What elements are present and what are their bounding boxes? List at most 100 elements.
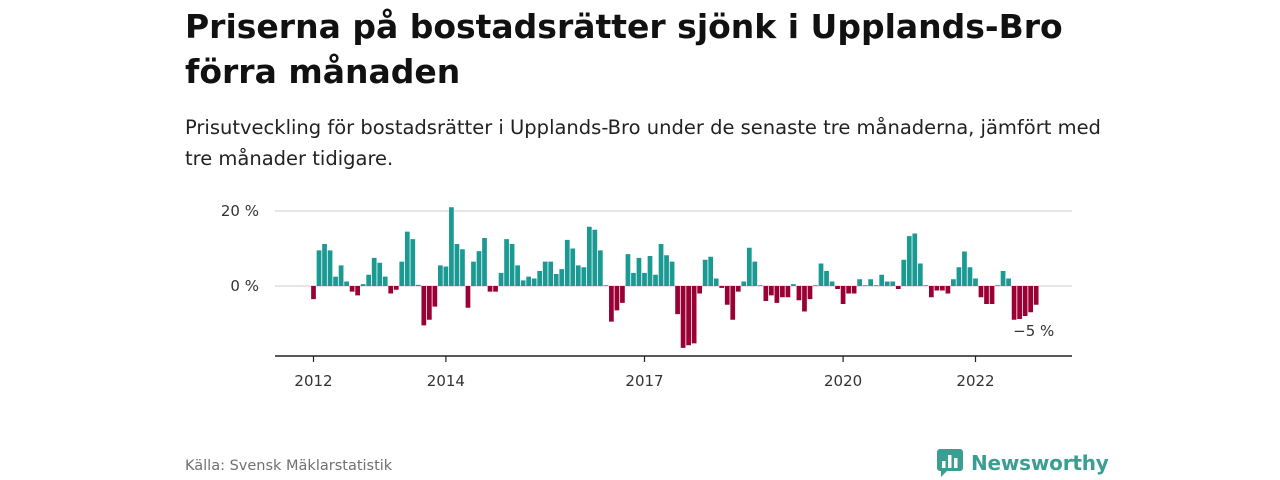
bar (327, 250, 333, 287)
bar (333, 276, 338, 287)
bar (642, 272, 647, 287)
bar (432, 286, 438, 307)
newsworthy-logo[interactable]: Newsworthy (937, 449, 1109, 477)
bar (366, 274, 372, 286)
bar (791, 284, 796, 287)
bar (669, 261, 675, 287)
bar (912, 233, 918, 286)
bar (813, 285, 818, 286)
bar (829, 281, 835, 286)
bar (780, 286, 785, 298)
bar (614, 286, 620, 311)
bar (493, 286, 498, 292)
bar (382, 276, 388, 287)
bar (978, 286, 984, 298)
bar (1000, 271, 1006, 286)
bar (708, 256, 714, 286)
bar (757, 285, 763, 286)
chart-title: Priserna på bostadsrätter sjönk i Upplan… (185, 7, 1063, 91)
bar (928, 286, 934, 298)
bar (1033, 286, 1039, 305)
bar (399, 261, 405, 287)
bar (802, 286, 807, 312)
bar (404, 231, 410, 287)
bar (355, 286, 360, 296)
bar (967, 267, 973, 286)
bar (454, 244, 460, 286)
x-tick-label: 2020 (824, 372, 862, 390)
bar (962, 251, 967, 286)
x-tick-label: 2012 (294, 372, 332, 390)
bar (631, 272, 636, 287)
bar (553, 274, 559, 286)
bar (702, 259, 708, 286)
bar (945, 286, 951, 294)
bar (515, 265, 520, 287)
bar (548, 261, 554, 287)
bar (730, 286, 736, 320)
bar (476, 251, 482, 287)
bar (796, 286, 802, 301)
bar (923, 285, 929, 286)
bar (581, 267, 587, 286)
bar (658, 244, 664, 286)
bar (460, 249, 465, 286)
bar (763, 286, 769, 301)
bar (575, 265, 581, 287)
bar (917, 263, 923, 286)
bar (504, 239, 509, 287)
x-tick-label: 2017 (625, 372, 663, 390)
y-tick-label: 0 % (230, 277, 259, 295)
bar (344, 281, 349, 286)
bar (873, 285, 879, 286)
bar (421, 286, 427, 326)
bar (598, 250, 603, 287)
bar (603, 285, 609, 286)
last-value-label: −5 % (1013, 322, 1054, 340)
bar (752, 261, 758, 287)
bar (851, 286, 857, 294)
bar (840, 286, 846, 304)
bar (465, 286, 471, 308)
bar (774, 286, 780, 303)
bar (973, 278, 978, 286)
bar (956, 267, 962, 286)
bar (564, 239, 570, 287)
bar (906, 236, 912, 287)
chart-subtitle: Prisutveckling för bostadsrätter i Uppla… (185, 116, 1101, 170)
bar (509, 244, 515, 286)
bar (393, 286, 399, 290)
bar (686, 286, 691, 346)
bar (586, 226, 592, 286)
bar (487, 286, 493, 292)
bar (735, 286, 741, 292)
bar (680, 286, 686, 348)
bar (741, 281, 747, 286)
bar (895, 286, 901, 289)
bar (879, 274, 885, 286)
bar (1022, 286, 1028, 316)
bar (316, 250, 322, 287)
bar (371, 257, 377, 287)
bar (625, 254, 631, 287)
bar (1006, 278, 1011, 286)
bar (807, 286, 813, 300)
bar (653, 274, 658, 286)
bar (697, 286, 703, 294)
bar (1028, 286, 1033, 313)
bar (592, 229, 598, 286)
bar (691, 286, 697, 344)
x-tick-label: 2022 (956, 372, 994, 390)
bar (951, 279, 956, 286)
bar (322, 244, 327, 286)
bar (884, 281, 890, 286)
source-note: Källa: Svensk Mäklarstatistik (185, 458, 393, 474)
bar (482, 238, 487, 286)
bar (415, 284, 421, 287)
bar (537, 271, 543, 286)
price-change-bar-chart: 20 % 0 % 2012 2014 2017 2020 2022 −5 % (221, 202, 1072, 390)
bar (388, 286, 394, 294)
bar (410, 239, 416, 287)
bar (377, 262, 383, 286)
bar (835, 286, 840, 289)
